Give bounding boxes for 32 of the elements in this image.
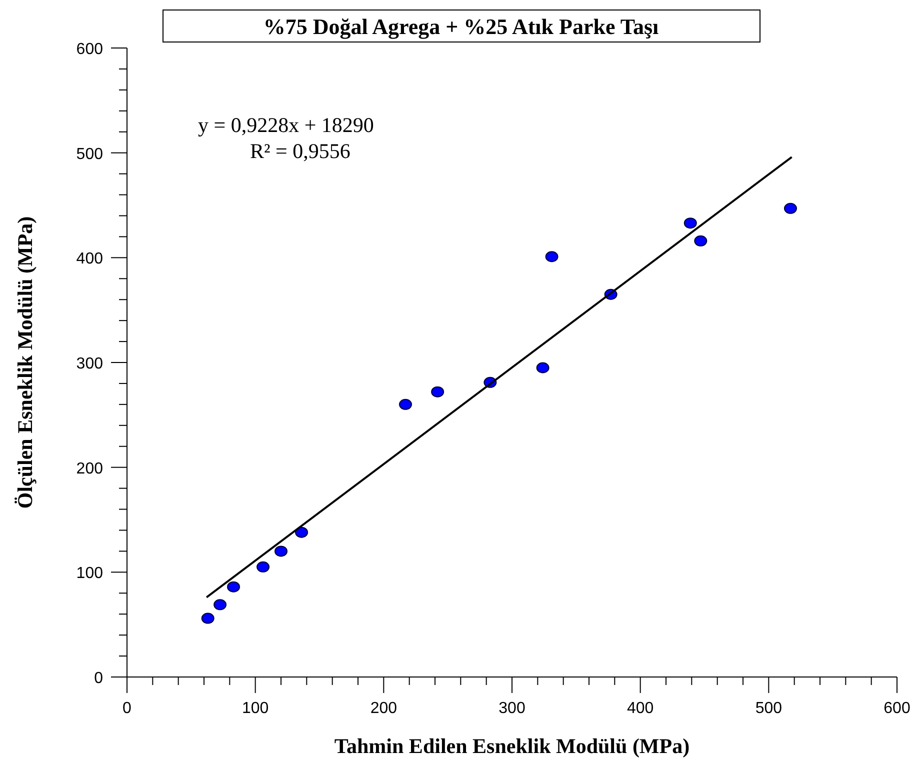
point: [398, 398, 412, 410]
x-tick-label: 600: [884, 700, 910, 717]
y-tick-label: 500: [76, 146, 104, 163]
x-tick-label: 400: [626, 700, 654, 717]
y-tick-label: 300: [76, 356, 104, 372]
chart-title: %75 Doğal Agrega + %25 Atık Parke Taşı: [263, 14, 659, 39]
point: [214, 599, 227, 610]
x-tick-label: 200: [370, 700, 398, 717]
point: [694, 235, 708, 246]
point: [536, 362, 550, 374]
point: [684, 218, 697, 229]
x-axis-title: Tahmin Edilen Esneklik Modülü (MPa): [334, 734, 690, 758]
point: [295, 526, 308, 538]
point: [431, 386, 444, 398]
point: [545, 251, 558, 262]
y-tick-label: 400: [76, 250, 104, 268]
point: [274, 546, 288, 557]
y-axis-title: Ölçülen Esneklik Modülü (MPa): [13, 216, 37, 509]
y-tick-label: 0: [94, 670, 104, 687]
point: [784, 202, 797, 214]
point: [256, 561, 270, 572]
y-tick-label: 100: [76, 565, 104, 582]
annotation: R² = 0,9556: [250, 139, 350, 163]
point: [201, 612, 214, 624]
y-tick-label: 200: [76, 460, 104, 478]
x-tick-label: 500: [755, 700, 782, 717]
y-tick-label: 600: [76, 41, 104, 58]
x-tick-label: 0: [122, 700, 132, 717]
annotation: y = 0,9228x + 18290: [198, 113, 374, 137]
x-tick-label: 300: [498, 700, 526, 717]
point: [227, 581, 240, 592]
x-tick-label: 100: [242, 700, 269, 717]
